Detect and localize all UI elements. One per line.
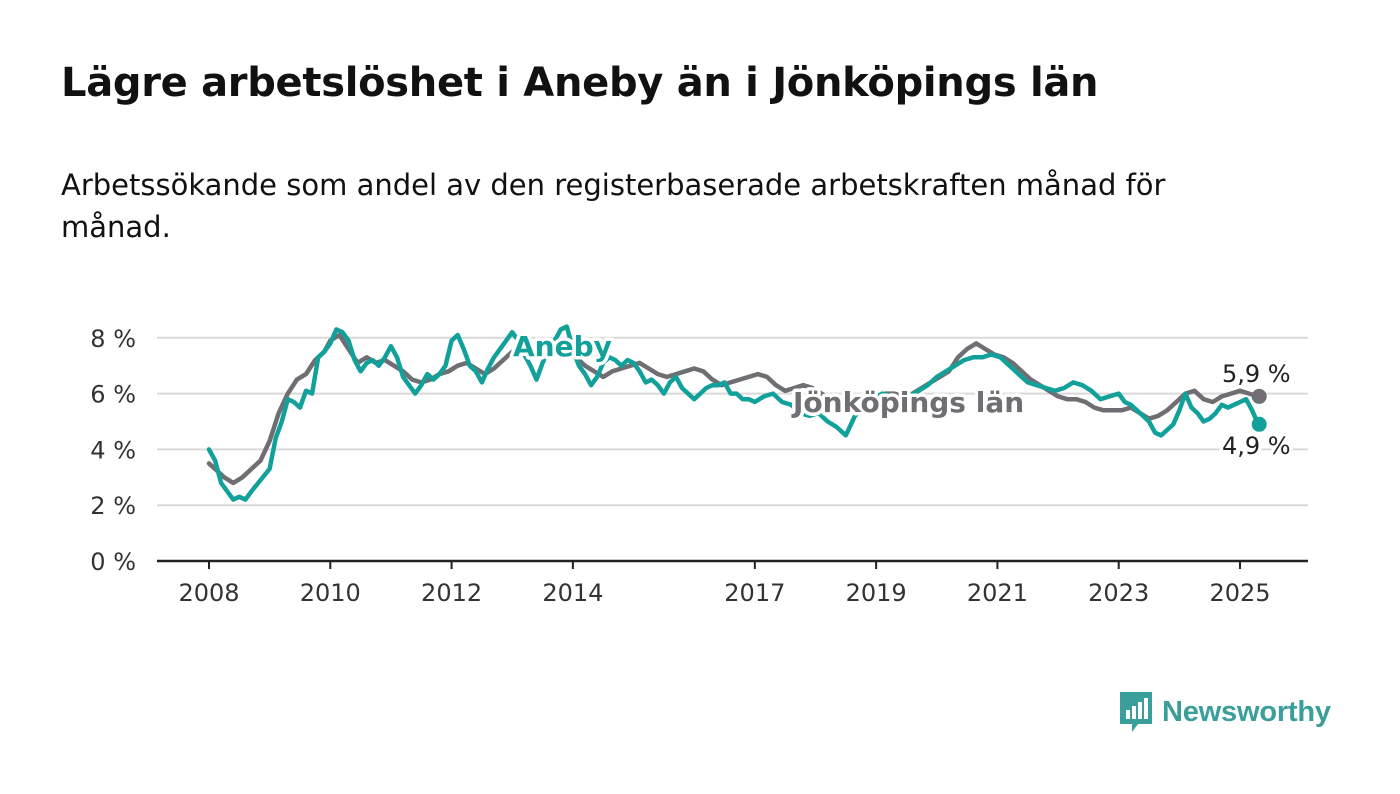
end-label-jonkoping: 5,9 % xyxy=(1222,360,1291,388)
x-tick-label: 2021 xyxy=(967,579,1028,607)
x-tick-label: 2012 xyxy=(421,579,482,607)
y-tick-label: 4 % xyxy=(90,436,136,464)
grid-lines xyxy=(157,336,1308,507)
end-label-aneby: 4,9 % xyxy=(1222,432,1291,460)
series-line-0 xyxy=(206,332,1261,486)
series-label-jonkoping: Jönköpings län xyxy=(791,386,1024,419)
y-tick-label: 0 % xyxy=(90,548,136,576)
end-label-jonkoping-halo: 5,9 % xyxy=(1222,360,1291,388)
x-tick-label: 2023 xyxy=(1088,579,1149,607)
x-axis: 2008 2010 2012 2014 2017 2019 2021 2023 2025 xyxy=(157,559,1308,607)
series-end-dot-1 xyxy=(1251,416,1267,432)
x-tick-label: 2008 xyxy=(178,579,239,607)
series-label-aneby-halo: Aneby xyxy=(513,330,612,363)
newsworthy-logo-icon xyxy=(1120,692,1152,732)
series-lines xyxy=(206,324,1267,502)
y-tick-label: 6 % xyxy=(90,381,136,409)
x-tick-label: 2017 xyxy=(724,579,785,607)
y-tick-label: 8 % xyxy=(90,325,136,353)
series-line-1 xyxy=(206,324,1261,502)
chart-subtitle: Arbetssökande som andel av den registerb… xyxy=(61,168,1166,244)
line-chart: 0 % 2 % 4 % 6 % 8 % 2008 2010 2012 2014 2017 2019… xyxy=(90,324,1308,607)
x-tick-label: 2019 xyxy=(846,579,907,607)
x-tick-label: 2025 xyxy=(1209,579,1270,607)
x-tick-label: 2014 xyxy=(542,579,603,607)
chart-title: Lägre arbetslöshet i Aneby än i Jönköpin… xyxy=(61,60,1099,106)
series-end-dot-0 xyxy=(1251,388,1267,404)
newsworthy-logo: Newsworthy xyxy=(1118,690,1331,734)
y-tick-label: 2 % xyxy=(90,492,136,520)
end-label-aneby-halo: 4,9 % xyxy=(1222,432,1291,460)
series-label-jonkoping-halo: Jönköpings län xyxy=(791,386,1024,419)
newsworthy-logo-text: Newsworthy xyxy=(1162,695,1331,728)
series-label-aneby: Aneby xyxy=(513,330,612,363)
x-tick-label: 2010 xyxy=(300,579,361,607)
y-axis-labels: 0 % 2 % 4 % 6 % 8 % xyxy=(90,325,136,576)
